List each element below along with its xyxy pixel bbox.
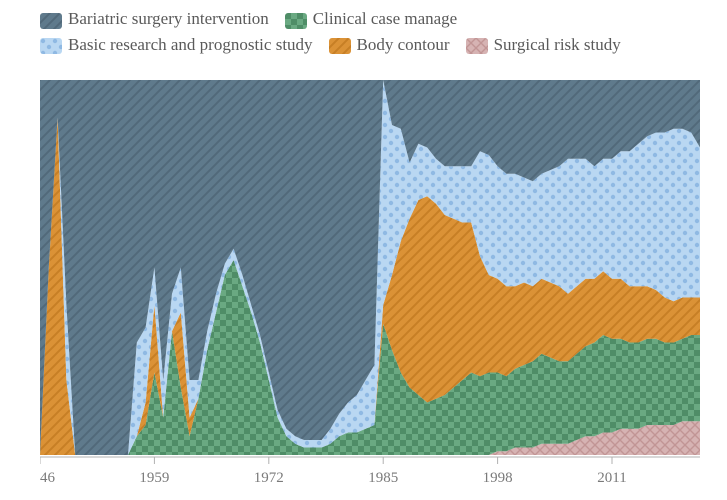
legend-item-clinical: Clinical case manage <box>285 6 457 32</box>
chart-container: Bariatric surgery intervention <box>0 0 727 500</box>
legend-row-2: Basic research and prognostic study <box>40 32 707 58</box>
legend: Bariatric surgery intervention <box>40 6 707 57</box>
legend-label-clinical: Clinical case manage <box>313 6 457 32</box>
stacked-area-plot <box>40 80 700 455</box>
x-tick-label: 1985 <box>368 470 398 486</box>
legend-label-body: Body contour <box>357 32 450 58</box>
x-tick-label: 1972 <box>254 470 284 486</box>
legend-swatch-surgical <box>466 36 488 52</box>
legend-swatch-basic <box>40 36 62 52</box>
legend-item-body: Body contour <box>329 32 450 58</box>
x-tick-label: 1998 <box>483 470 513 486</box>
legend-item-basic: Basic research and prognostic study <box>40 32 313 58</box>
x-tick-label: 2011 <box>597 470 626 486</box>
legend-swatch-bariatric <box>40 11 62 27</box>
legend-label-surgical: Surgical risk study <box>494 32 621 58</box>
legend-swatch-body <box>329 36 351 52</box>
x-axis: 1946 1959 1972 1985 1998 2011 <box>40 456 700 496</box>
legend-swatch-clinical <box>285 11 307 27</box>
legend-item-bariatric: Bariatric surgery intervention <box>40 6 269 32</box>
legend-item-surgical: Surgical risk study <box>466 32 621 58</box>
legend-row-1: Bariatric surgery intervention <box>40 6 707 32</box>
legend-label-bariatric: Bariatric surgery intervention <box>68 6 269 32</box>
x-tick-label: 1959 <box>139 470 169 486</box>
x-tick-label: 1946 <box>40 470 56 486</box>
legend-label-basic: Basic research and prognostic study <box>68 32 313 58</box>
